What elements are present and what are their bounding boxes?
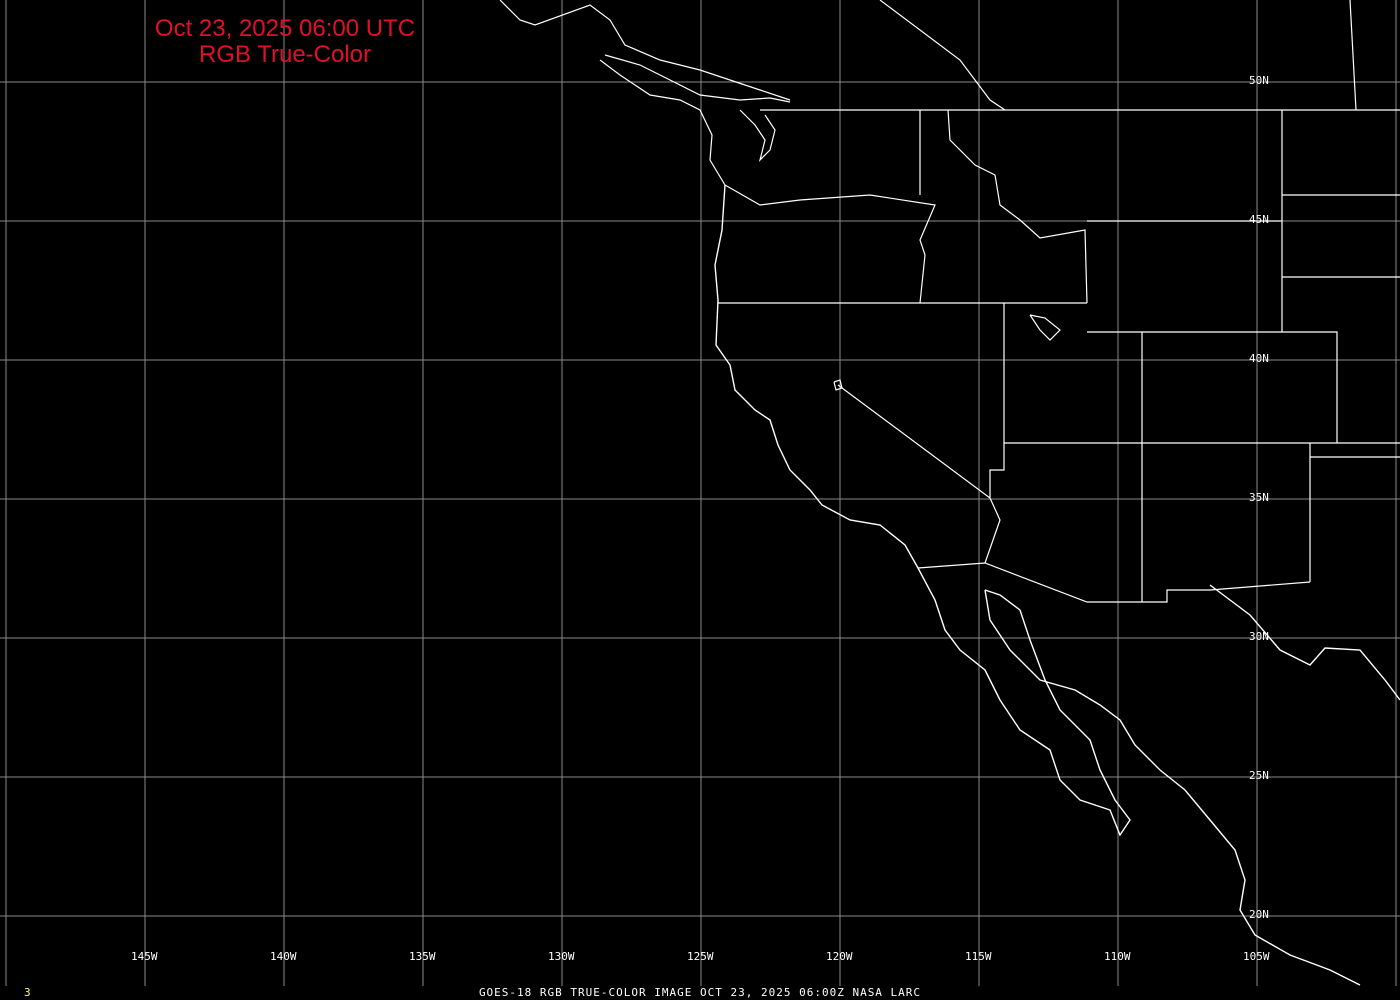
longitude-label: 105W: [1243, 950, 1270, 963]
frame-number: 3: [24, 986, 31, 999]
longitude-label: 135W: [409, 950, 436, 963]
lake-tahoe: [833, 379, 843, 391]
title-datetime: Oct 23, 2025 06:00 UTC: [154, 15, 416, 42]
bc-mainland-coast: [499, 0, 791, 101]
idaho-east-border: [947, 109, 1088, 304]
latitude-label: 25N: [1249, 769, 1269, 782]
longitude-label: 140W: [270, 950, 297, 963]
latitude-label: 50N: [1249, 74, 1269, 87]
great-salt-lake: [1029, 314, 1061, 341]
canada-border-east: [1349, 0, 1357, 111]
longitude-label: 120W: [826, 950, 853, 963]
latitude-label: 30N: [1249, 630, 1269, 643]
coastlines-and-borders: [499, 0, 1400, 986]
gulf-of-california-east-coast: [984, 589, 1361, 986]
longitude-label: 115W: [965, 950, 992, 963]
us-mexico-border: [917, 562, 1311, 603]
west-coast: [714, 184, 1131, 837]
mexico-gulf-coast: [1209, 584, 1400, 701]
ca-nv-diagonal: [837, 384, 1001, 564]
latitude-label: 45N: [1249, 213, 1269, 226]
bc-alberta-border: [879, 0, 1006, 111]
longitude-label: 130W: [548, 950, 575, 963]
bc-coast: [599, 59, 726, 186]
title-product: RGB True-Color: [198, 41, 372, 68]
footer-caption: GOES-18 RGB TRUE-COLOR IMAGE OCT 23, 202…: [478, 986, 922, 999]
wyoming-south: [1087, 331, 1338, 443]
latitude-label: 40N: [1249, 352, 1269, 365]
latitude-label: 20N: [1249, 908, 1269, 921]
longitude-label: 125W: [687, 950, 714, 963]
nv-ut-border: [989, 303, 1005, 498]
longitude-label: 145W: [131, 950, 158, 963]
puget-sound: [739, 109, 776, 162]
vancouver-island: [604, 54, 791, 103]
latitude-label: 35N: [1249, 491, 1269, 504]
longitude-label: 110W: [1104, 950, 1131, 963]
wa-or-border: [724, 184, 936, 304]
